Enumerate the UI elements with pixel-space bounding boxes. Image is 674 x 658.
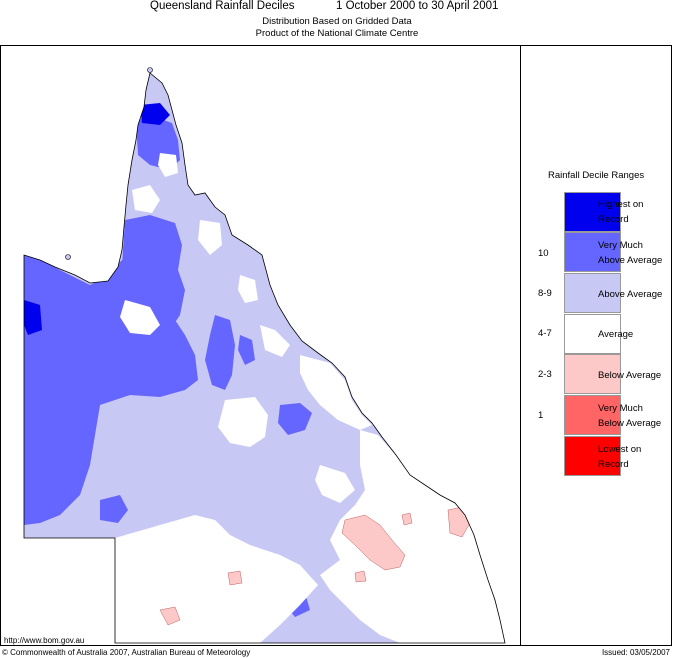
island-1	[147, 67, 153, 73]
very-much-above-gulf	[122, 215, 185, 330]
below-average-patch-1	[227, 570, 243, 586]
map-title: Queensland Rainfall Deciles	[150, 0, 295, 12]
very-much-above-patch-3	[100, 495, 128, 523]
average-region-cape-2	[158, 153, 178, 177]
map-frame	[0, 45, 672, 646]
legend-label-average: Average	[598, 327, 674, 342]
very-much-above-central	[205, 315, 235, 390]
swatch-above	[564, 273, 621, 313]
legend-label-very-much-above: Very Much Above Average	[598, 238, 674, 268]
decile-8-9: 8-9	[538, 288, 552, 299]
legend-label-line: Record	[598, 214, 629, 225]
average-region-southeast	[320, 430, 505, 643]
swatch-average	[564, 314, 621, 354]
average-region-coast-1	[300, 355, 372, 430]
legend-label-line: Average	[598, 329, 634, 340]
legend-label-lowest: Lowest on Record	[598, 442, 674, 472]
swatch-very-much-below	[564, 395, 621, 435]
legend-divider	[520, 45, 521, 646]
legend-label-very-much-below: Very Much Below Average	[598, 401, 674, 431]
decile-1: 1	[538, 410, 544, 421]
highest-on-record-cape	[140, 103, 170, 125]
below-average-patch-3	[354, 570, 367, 583]
swatch-highest	[564, 192, 621, 232]
copyright-text: © Commonwealth of Australia 2007, Austra…	[2, 648, 251, 657]
queensland-outline	[23, 72, 506, 644]
legend-label-line: Lowest on	[598, 444, 642, 455]
very-much-above-patch-1	[238, 335, 255, 365]
legend-label-line: Record	[598, 459, 629, 470]
legend-label-highest: Highest on Record	[598, 197, 674, 227]
subtitle-product: Product of the National Climate Centre	[255, 28, 419, 39]
swatch-below	[564, 354, 621, 394]
date-range: 1 October 2000 to 30 April 2001	[336, 0, 499, 12]
average-region-coast-2	[260, 325, 290, 357]
below-average-patch-2	[159, 606, 181, 626]
island-2	[65, 254, 71, 260]
legend-label-line: Below Average	[598, 418, 662, 429]
legend-label-line: Very Much	[598, 240, 643, 251]
bom-url-link[interactable]: http://www.bom.gov.au	[4, 636, 85, 645]
decile-2-3: 2-3	[538, 369, 552, 380]
swatch-lowest	[564, 436, 621, 476]
legend-label-line: Below Average	[598, 370, 662, 381]
legend-title: Rainfall Decile Ranges	[548, 170, 645, 181]
below-average-patch-4	[401, 512, 413, 526]
average-region-gulf	[120, 300, 160, 335]
legend-label-line: Very Much	[598, 403, 643, 414]
legend-label-line: Above Average	[598, 255, 663, 266]
legend-label-below: Below Average	[598, 368, 674, 383]
very-much-above-patch-2	[278, 403, 312, 435]
subtitle-gridded: Distribution Based on Gridded Data	[262, 16, 412, 27]
average-region-north-2	[238, 275, 258, 303]
issued-date: Issued: 03/05/2007	[601, 648, 670, 657]
decile-10: 10	[538, 248, 549, 259]
queensland-decile-map	[23, 67, 506, 644]
average-region-cape	[132, 185, 160, 213]
legend-label-above: Above Average	[598, 287, 674, 302]
highest-on-record-west	[24, 300, 42, 335]
average-region-inland	[315, 465, 355, 503]
average-region-central	[218, 397, 268, 447]
average-region-north-1	[198, 220, 222, 255]
legend-label-line: Above Average	[598, 289, 663, 300]
below-average-region-1	[341, 514, 406, 571]
legend-label-line: Highest on	[598, 199, 644, 210]
swatch-very-much-above	[564, 232, 621, 272]
decile-4-7: 4-7	[538, 328, 552, 339]
